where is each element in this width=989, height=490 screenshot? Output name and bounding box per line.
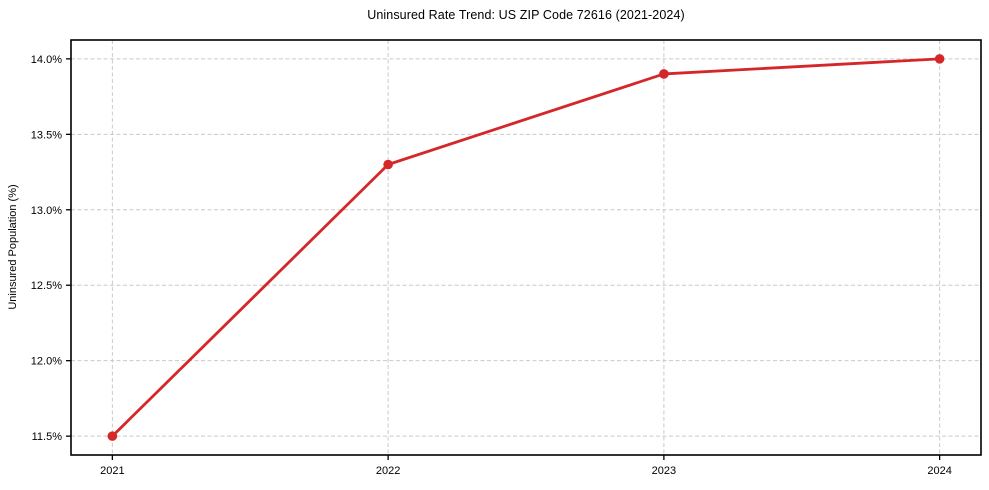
y-tick-label: 14.0% [31,54,62,66]
data-point [107,431,118,441]
x-tick-label: 2023 [652,465,676,477]
data-point [383,159,393,170]
x-tick-label: 2021 [100,465,124,477]
data-point [659,69,669,79]
y-tick-label: 12.0% [31,356,62,368]
chart-title: Uninsured Rate Trend: US ZIP Code 72616 … [367,8,685,22]
data-point [934,54,945,64]
plot-border [70,39,982,456]
y-tick-label: 12.5% [31,280,62,292]
y-tick-label: 13.0% [31,205,62,217]
y-tick-label: 11.5% [32,431,63,443]
y-tick-label: 13.5% [31,129,62,141]
x-tick-label: 2022 [376,465,400,477]
x-tick-label: 2024 [927,465,951,477]
trend-line [110,57,942,438]
